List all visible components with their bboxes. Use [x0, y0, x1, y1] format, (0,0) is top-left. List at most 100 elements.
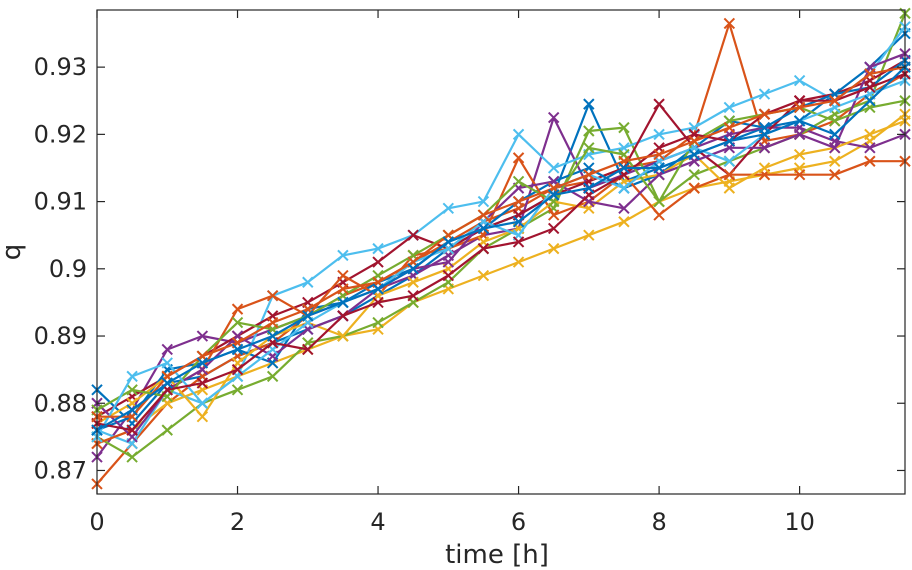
data-point-marker	[793, 168, 806, 181]
data-point-marker	[337, 310, 349, 322]
data-point-marker	[653, 128, 665, 141]
series-line	[97, 66, 906, 418]
data-point-marker	[337, 249, 349, 262]
data-point-marker	[126, 404, 138, 416]
data-point-marker	[864, 128, 876, 141]
data-point-marker	[688, 135, 700, 147]
series-line	[96, 52, 906, 438]
data-point-marker	[231, 384, 244, 396]
data-point-marker	[407, 229, 419, 241]
data-point-marker	[793, 101, 806, 114]
data-point-marker	[231, 303, 244, 315]
data-point-marker	[161, 343, 173, 356]
series-line	[96, 72, 906, 432]
data-point-marker	[196, 330, 209, 342]
x-tick-label: 6	[511, 508, 526, 536]
data-point-marker	[337, 330, 349, 342]
x-tick-label: 8	[651, 508, 666, 536]
data-point-marker	[126, 424, 138, 436]
data-point-marker	[512, 256, 525, 268]
data-point-marker	[864, 81, 876, 94]
data-point-marker	[618, 121, 630, 134]
data-point-marker	[302, 310, 314, 322]
series-line	[96, 59, 906, 418]
data-point-marker	[864, 95, 876, 107]
y-tick-label: 0.92	[34, 120, 87, 148]
data-point-marker	[547, 242, 560, 255]
data-point-marker	[266, 316, 279, 329]
data-point-marker	[302, 343, 314, 356]
data-point-marker	[653, 148, 665, 161]
data-point-marker	[302, 276, 314, 288]
data-point-marker	[372, 296, 384, 309]
data-point-marker	[196, 357, 209, 369]
data-point-marker	[758, 88, 771, 100]
data-point-marker	[407, 276, 419, 288]
data-point-marker	[653, 98, 665, 110]
y-tick-label: 0.89	[34, 322, 87, 350]
data-point-marker	[583, 125, 595, 137]
data-point-marker	[758, 108, 771, 120]
data-point-marker	[372, 256, 384, 268]
data-point-marker	[231, 363, 244, 376]
data-point-marker	[477, 195, 490, 208]
series-16	[91, 61, 911, 436]
data-point-marker	[161, 357, 173, 369]
data-point-marker	[442, 236, 455, 248]
data-point-marker	[723, 101, 736, 114]
data-point-marker	[477, 269, 490, 282]
series-line	[96, 156, 905, 445]
data-point-marker	[618, 216, 630, 228]
data-point-marker	[477, 209, 490, 221]
data-point-marker	[793, 115, 806, 127]
data-point-marker	[829, 168, 841, 181]
data-point-marker	[337, 283, 349, 295]
data-point-marker	[477, 242, 490, 255]
data-point-marker	[372, 242, 384, 255]
x-tick-label: 2	[230, 508, 245, 536]
data-point-marker	[688, 148, 700, 161]
data-point-marker	[231, 316, 244, 329]
data-point-marker	[864, 155, 876, 167]
data-point-marker	[583, 98, 595, 110]
data-point-marker	[864, 68, 876, 80]
data-point-marker	[618, 162, 630, 174]
data-point-marker	[266, 370, 279, 383]
data-point-marker	[477, 222, 490, 235]
data-point-marker	[829, 128, 841, 141]
y-tick-label: 0.9	[49, 255, 87, 283]
plot-frame	[96, 9, 906, 495]
data-point-marker	[442, 256, 455, 268]
data-point-marker	[547, 222, 560, 235]
data-point-marker	[407, 289, 419, 302]
data-point-marker	[126, 370, 138, 383]
data-point-marker	[583, 168, 595, 181]
y-tick-label: 0.91	[34, 188, 87, 216]
data-point-marker	[583, 142, 595, 154]
y-axis: 0.87 0.88 0.89 0.9 0.91 0.92 0.93	[34, 53, 905, 484]
x-axis-label: time [h]	[445, 540, 549, 570]
data-point-marker	[618, 182, 630, 194]
series-line	[96, 66, 906, 432]
data-point-marker	[161, 377, 173, 389]
data-point-marker	[126, 384, 138, 396]
data-point-marker	[512, 152, 525, 164]
data-point-marker	[231, 343, 244, 356]
data-point-marker	[512, 236, 525, 248]
data-point-marker	[442, 269, 455, 282]
data-point-marker	[688, 182, 700, 194]
data-point-marker	[161, 424, 173, 436]
y-tick-label: 0.87	[34, 456, 87, 484]
data-point-marker	[547, 189, 560, 201]
data-point-marker	[829, 115, 841, 127]
x-tick-label: 10	[784, 508, 815, 536]
data-point-marker	[583, 182, 595, 194]
data-point-marker	[512, 175, 525, 188]
x-tick-label: 4	[370, 508, 385, 536]
data-point-marker	[196, 410, 209, 423]
data-point-marker	[829, 142, 841, 154]
data-point-marker	[653, 209, 665, 221]
data-point-marker	[653, 195, 665, 208]
data-point-marker	[372, 316, 384, 329]
data-point-marker	[793, 148, 806, 161]
